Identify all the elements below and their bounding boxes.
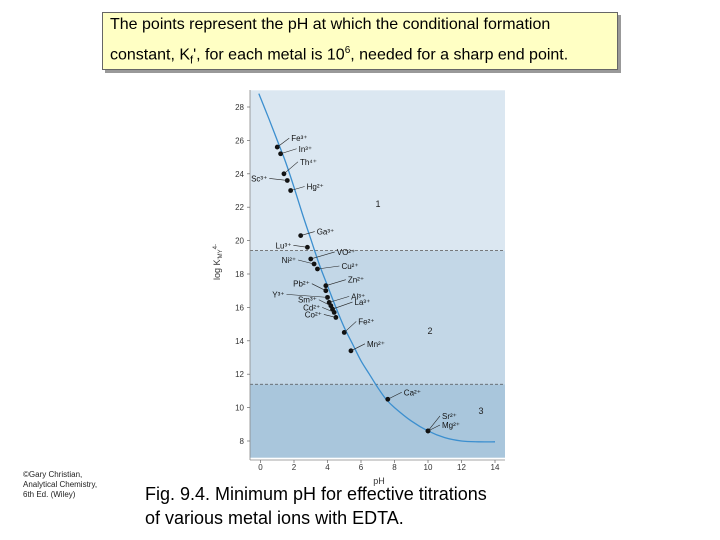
point-label: Fe²⁺ — [358, 317, 374, 326]
point-leader — [269, 178, 288, 181]
region-label-1: 1 — [375, 199, 380, 209]
x-tick-label: 10 — [424, 463, 433, 472]
y-tick-label: 8 — [240, 437, 245, 446]
point-leader — [427, 424, 441, 432]
x-tick-label: 6 — [359, 463, 364, 472]
point-label: VO²⁺ — [337, 248, 355, 257]
point-label: Ni²⁺ — [282, 256, 296, 265]
x-axis-label: pH — [373, 476, 385, 486]
point-leader — [300, 231, 315, 236]
point-leader — [310, 251, 335, 260]
y-tick-label: 18 — [235, 270, 244, 279]
point-leader — [298, 259, 315, 265]
region-2 — [250, 250, 505, 385]
callout-line-2-post: , needed for a sharp end point. — [350, 46, 569, 64]
region-label-2: 2 — [427, 326, 432, 336]
point-label: Ca²⁺ — [404, 388, 421, 397]
data-point — [274, 144, 280, 150]
point-leader — [293, 244, 308, 248]
x-tick-label: 14 — [491, 463, 500, 472]
y-tick-label: 16 — [235, 303, 244, 312]
point-label: Cu²⁺ — [341, 262, 358, 271]
point-label: Al³⁺ — [351, 292, 365, 301]
x-tick-label: 4 — [325, 463, 330, 472]
point-label: Fe³⁺ — [291, 134, 307, 143]
x-tick-label: 2 — [292, 463, 297, 472]
point-label: Co²⁺ — [305, 310, 322, 319]
point-leader — [329, 296, 350, 303]
y-tick-label: 10 — [235, 404, 244, 413]
y-tick-label: 12 — [235, 370, 244, 379]
x-tick-label: 12 — [457, 463, 466, 472]
callout-line-1: The points represent the pH at which the… — [110, 16, 551, 33]
data-point — [278, 151, 283, 157]
point-leader — [427, 415, 441, 432]
caption-line-1: Fig. 9.4. Minimum pH for effective titra… — [145, 484, 487, 504]
y-tick-label: 22 — [235, 203, 244, 212]
point-leader — [325, 279, 346, 286]
chart-frame — [249, 90, 505, 461]
point-leader — [322, 307, 335, 313]
chart-points: Fe³⁺ In³⁺ Th⁴⁺ Sc³⁺ Hg²⁺ Ga³⁺ Lu³⁺ VO²⁺ Ni²⁺ Cu²⁺… — [251, 134, 460, 434]
point-label: Zn²⁺ — [348, 276, 364, 285]
x-tick-label: 0 — [258, 463, 263, 472]
y-tick-label: 26 — [235, 136, 244, 145]
figure-caption: Fig. 9.4. Minimum pH for effective titra… — [145, 482, 487, 530]
point-leader — [318, 299, 331, 306]
point-leader — [350, 343, 366, 352]
chart-regions: 1 2 3 — [250, 90, 505, 458]
y-axis-label: log K'MY4- — [212, 244, 224, 280]
data-point — [284, 178, 290, 183]
point-label: Hg²⁺ — [307, 183, 324, 192]
y-tick-label: 28 — [235, 103, 244, 112]
point-label: In³⁺ — [299, 145, 313, 154]
x-tick-label: 8 — [392, 463, 397, 472]
point-label: Sr²⁺ — [442, 412, 457, 421]
point-label: Sm³⁺ — [298, 296, 317, 305]
point-leader — [332, 301, 353, 310]
point-leader — [286, 294, 328, 298]
region-label-3: 3 — [478, 406, 483, 416]
point-label: Mg²⁺ — [442, 421, 460, 430]
point-leader — [277, 137, 290, 148]
callout-line-2-pre: constant, K — [110, 46, 191, 64]
point-leader — [280, 148, 297, 155]
callout-superscript: 6 — [344, 45, 351, 56]
point-leader — [311, 283, 326, 291]
point-leader — [387, 391, 402, 400]
region-1 — [250, 90, 505, 251]
point-leader — [290, 186, 305, 191]
y-tick-label: 14 — [235, 337, 244, 346]
point-label: Th⁴⁺ — [300, 158, 317, 167]
callout-line-2: constant, Kf', for each metal is 106, ne… — [110, 45, 568, 67]
y-tick-label: 24 — [235, 170, 244, 179]
point-label: Sc³⁺ — [251, 174, 267, 183]
callout-line-2-mid: ', for each metal is 10 — [193, 46, 345, 64]
point-leader — [283, 161, 299, 175]
chart-curve — [258, 93, 496, 443]
series-line — [258, 93, 496, 443]
point-label: La³⁺ — [355, 298, 371, 307]
point-label: Cd²⁺ — [303, 303, 320, 312]
point-leader — [323, 314, 336, 318]
callout-subscript: f — [190, 54, 194, 67]
y-tick-label: 20 — [235, 237, 244, 246]
point-label: Ga³⁺ — [317, 228, 335, 237]
point-label: Mn²⁺ — [367, 340, 385, 349]
callout-box: The points represent the pH at which the… — [102, 12, 618, 70]
point-label: Pb²⁺ — [293, 280, 310, 289]
point-label: Y³⁺ — [272, 290, 284, 299]
point-leader — [344, 321, 357, 333]
caption-line-2: of various metal ions with EDTA. — [145, 508, 404, 528]
point-label: Lu³⁺ — [276, 241, 292, 250]
point-leader — [317, 265, 340, 270]
region-3 — [250, 384, 505, 458]
copyright-note: ©Gary Christian, Analytical Chemistry, 6… — [23, 470, 98, 499]
